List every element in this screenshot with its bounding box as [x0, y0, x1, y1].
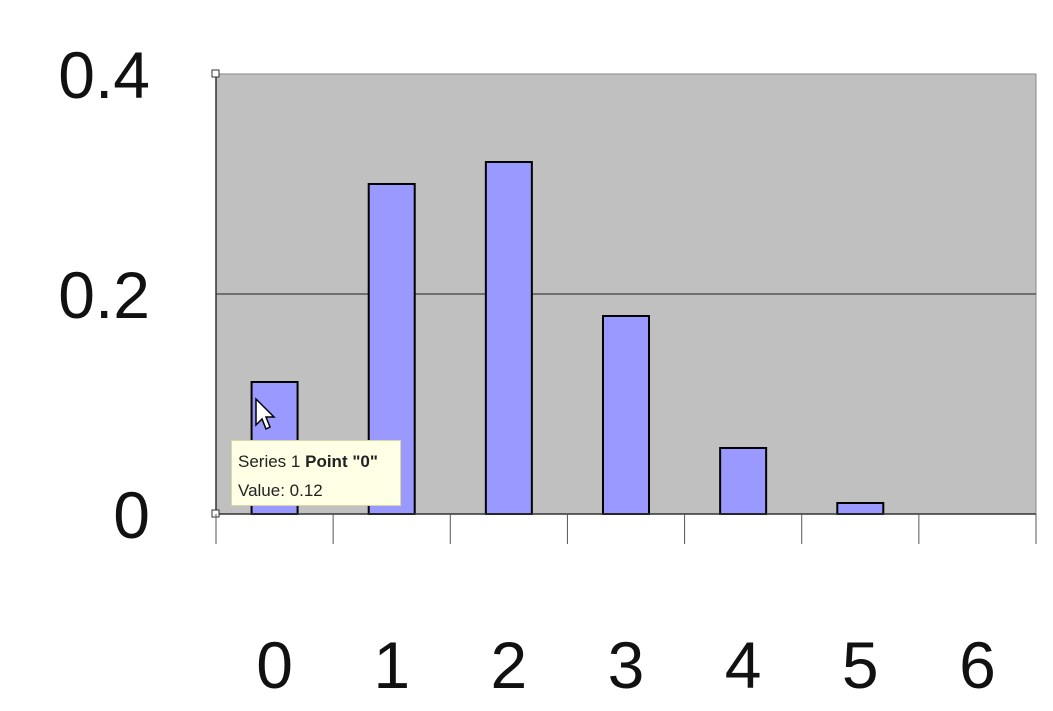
tooltip-point: Point "0"	[305, 452, 378, 471]
y-tick-labels: 0 0.2 0.4	[58, 38, 150, 552]
x-tick-label-6: 6	[959, 628, 996, 702]
y-tick-label-2: 0.4	[58, 38, 150, 112]
bar-3	[602, 315, 650, 515]
bar-5	[836, 502, 885, 515]
y-tick-label-0: 0	[113, 478, 150, 552]
y-tick-label-1: 0.2	[58, 258, 150, 332]
x-tick-labels: 0 1 2 3 4 5 6	[256, 628, 996, 702]
arrow-pointer-icon	[255, 397, 276, 431]
bar-2	[484, 161, 533, 515]
x-tick-label-0: 0	[256, 628, 293, 702]
x-tick-label-4: 4	[725, 628, 762, 702]
x-tick-label-1: 1	[373, 628, 410, 702]
axes	[211, 69, 1037, 544]
x-tick-label-5: 5	[842, 628, 879, 702]
tooltip-value: Value: 0.12	[238, 481, 323, 500]
tooltip-series: Series 1	[238, 452, 301, 471]
x-tick-label-3: 3	[608, 628, 645, 702]
data-point-tooltip: Series 1 Point "0" Value: 0.12	[231, 440, 401, 506]
x-tick-label-2: 2	[490, 628, 527, 702]
bar-4	[719, 447, 768, 515]
axis-handle-top	[211, 69, 220, 78]
